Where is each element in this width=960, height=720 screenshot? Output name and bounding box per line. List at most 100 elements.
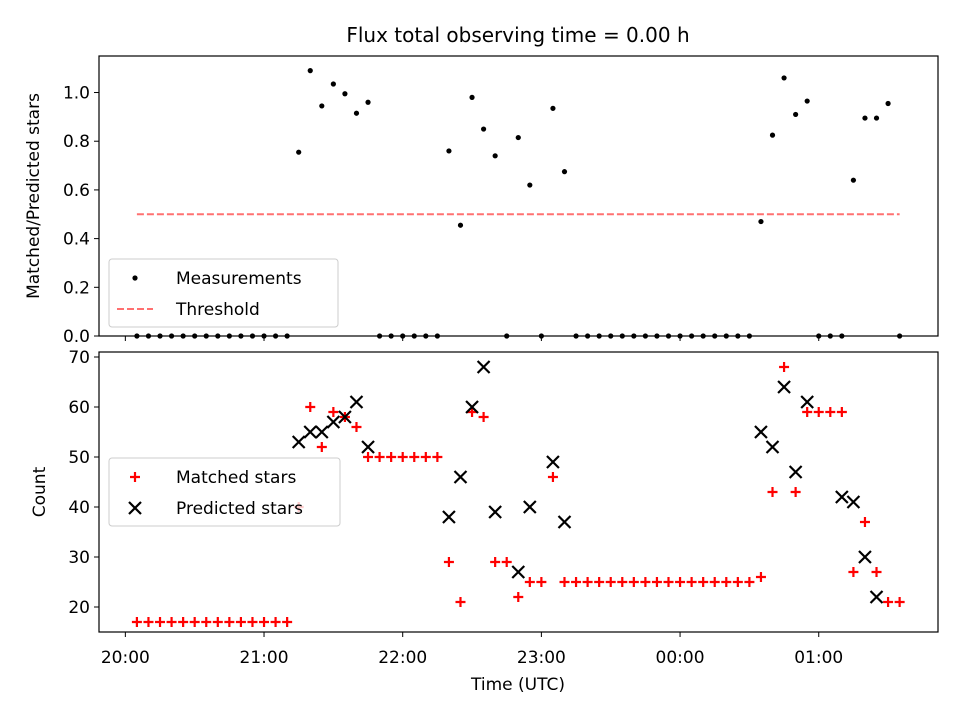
- data-point: [296, 149, 302, 155]
- data-point: [349, 395, 364, 409]
- data-point: [291, 435, 306, 449]
- data-point: [524, 577, 535, 587]
- plot-frame: [98, 351, 939, 633]
- plot-frame: [98, 55, 939, 337]
- data-point: [282, 617, 293, 627]
- data-point: [397, 452, 408, 462]
- y-tick-label: 0.6: [63, 181, 90, 201]
- data-point: [546, 455, 560, 469]
- y-tick-label: 0.4: [63, 230, 90, 250]
- data-point: [365, 99, 371, 105]
- bottom-panel: 20 30 40 50 60 70 20:00 21:00 22:00 23:00 00:00 01:…: [30, 348, 939, 668]
- top-panel: 0.0 0.2 0.4 0.6 0.8 1.0 Matched/Predicted star…: [24, 55, 939, 347]
- data-point: [835, 490, 849, 504]
- chart-title: Flux total observing time = 0.00 h: [346, 23, 689, 47]
- data-point: [523, 500, 537, 514]
- data-point: [212, 617, 223, 627]
- data-point: [490, 557, 501, 567]
- data-point: [326, 415, 341, 429]
- data-point: [315, 425, 329, 439]
- y-tick-label: 1.0: [63, 84, 90, 104]
- data-point: [201, 617, 212, 627]
- data-point: [224, 617, 235, 627]
- data-point: [850, 177, 857, 183]
- data-point: [663, 577, 674, 587]
- data-point: [330, 81, 336, 87]
- data-point: [467, 407, 478, 417]
- data-point: [871, 567, 882, 577]
- legend-marker: [132, 275, 138, 281]
- y-tick-label: 70: [68, 348, 90, 368]
- data-point: [709, 577, 720, 587]
- data-point: [744, 577, 755, 587]
- data-point: [883, 597, 894, 607]
- data-point: [455, 597, 466, 607]
- x-tick-label: 23:00: [517, 648, 566, 668]
- data-point: [547, 472, 558, 482]
- data-point: [825, 407, 836, 417]
- data-point: [155, 617, 166, 627]
- data-point: [769, 132, 776, 138]
- data-point: [765, 440, 780, 454]
- data-point: [480, 126, 487, 132]
- data-point: [409, 452, 420, 462]
- data-point: [511, 565, 526, 579]
- data-point: [442, 510, 456, 524]
- data-point: [536, 577, 547, 587]
- data-point: [788, 465, 803, 479]
- data-point: [846, 495, 861, 509]
- y-tick-label: 40: [68, 498, 90, 518]
- data-point: [836, 407, 847, 417]
- data-point: [698, 577, 709, 587]
- data-point: [559, 577, 570, 587]
- y-tick-label: 50: [68, 448, 90, 468]
- data-point: [651, 577, 662, 587]
- legend-entry-label: Predicted stars: [176, 499, 303, 519]
- data-point: [432, 452, 443, 462]
- data-point: [189, 617, 200, 627]
- data-point: [492, 153, 498, 159]
- y-tick-label: 20: [68, 598, 90, 618]
- data-point: [303, 425, 318, 439]
- x-tick-label: 21:00: [240, 648, 289, 668]
- data-point: [594, 577, 605, 587]
- data-point: [501, 557, 512, 567]
- data-point: [802, 407, 813, 417]
- data-point: [793, 111, 799, 118]
- data-point: [779, 362, 790, 372]
- data-point: [869, 590, 884, 604]
- data-point: [582, 577, 593, 587]
- data-point: [859, 517, 870, 527]
- data-point: [732, 577, 743, 587]
- x-tick-label: 22:00: [378, 648, 427, 668]
- data-point: [235, 617, 246, 627]
- legend-entry-label: Matched stars: [176, 468, 296, 488]
- data-point: [453, 470, 468, 484]
- data-point: [675, 577, 686, 587]
- data-point: [754, 425, 768, 439]
- data-point: [781, 75, 787, 81]
- x-tick-label: 20:00: [101, 648, 150, 668]
- data-point: [259, 617, 270, 627]
- data-point: [178, 617, 189, 627]
- data-point: [571, 577, 582, 587]
- data-point: [640, 577, 651, 587]
- data-point: [319, 103, 325, 109]
- data-point: [527, 182, 533, 188]
- data-point: [353, 110, 360, 116]
- data-point: [131, 617, 142, 627]
- legend-marker: [130, 472, 140, 482]
- data-point: [561, 169, 568, 175]
- legend-entry-label: Threshold: [175, 300, 260, 320]
- data-point: [767, 487, 778, 497]
- data-point: [628, 577, 639, 587]
- data-point: [617, 577, 628, 587]
- data-point: [605, 577, 616, 587]
- legend-entry-label: Measurements: [176, 269, 302, 289]
- data-point: [270, 617, 281, 627]
- data-point: [443, 557, 454, 567]
- data-point: [476, 360, 491, 374]
- data-point: [328, 407, 339, 417]
- data-point: [420, 452, 431, 462]
